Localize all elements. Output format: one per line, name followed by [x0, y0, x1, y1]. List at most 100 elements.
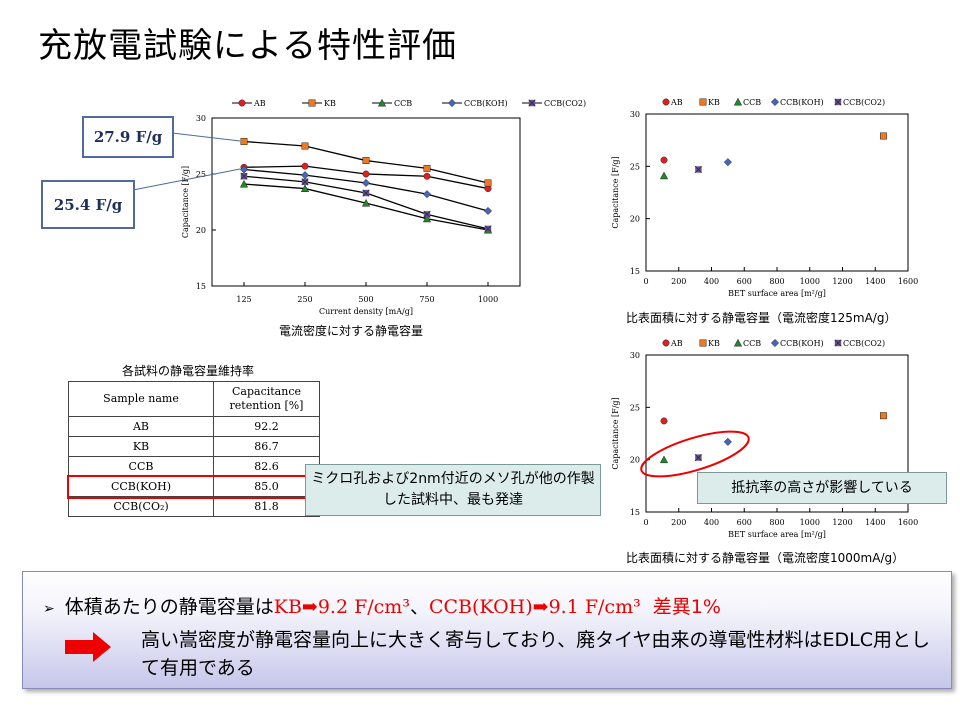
y-axis-label: Capacitance [F/g]: [611, 397, 620, 469]
summary-koh: CCB(KOH)➡9.1 F/cm³: [428, 596, 641, 618]
x-tick-label: 750: [419, 295, 434, 304]
x-tick-label: 0: [643, 277, 648, 286]
data-point: [301, 142, 309, 150]
line-chart: 15 20 25 30 125 250 500 750 1000 Current density …: [181, 98, 586, 316]
data-point: [301, 162, 309, 170]
data-point: [723, 437, 732, 446]
data-point-x: [694, 454, 702, 462]
legend-label: CCB(KOH): [780, 98, 824, 107]
y-tick-label: 25: [630, 403, 640, 412]
table-title: 各試料の静電容量維持率: [122, 364, 255, 378]
data-point: [423, 210, 431, 218]
legend-marker: [834, 339, 842, 347]
table-row: AB 92.2: [68, 416, 320, 437]
data-point-x: [301, 178, 309, 186]
red-arrow-icon: [65, 632, 111, 662]
summary-conclusion: 高い嵩密度が静電容量向上に大きく寄与しており、廃タイヤ由来の導電性材料はEDLC…: [141, 629, 931, 679]
legend-marker-x: [834, 339, 842, 347]
x-tick-label: 800: [769, 277, 784, 286]
data-point: [240, 172, 248, 180]
retention-table: Sample name Capacitance retention [%] AB…: [68, 381, 320, 517]
data-point-x: [484, 225, 492, 233]
legend-label: KB: [324, 99, 336, 108]
legend-label: CCB(CO2): [843, 98, 885, 107]
scatter-chart-125-caption: 比表面積に対する静電容量（電流密度125mA/g）: [626, 311, 897, 325]
x-tick-label: 1400: [865, 277, 885, 286]
header-sample-name: Sample name: [68, 381, 214, 417]
summary-panel: ➢ 体積あたりの静電容量はKB➡9.2 F/cm³、CCB(KOH)➡9.1 F/…: [22, 571, 952, 689]
data-point: [422, 214, 432, 223]
legend-marker: [662, 98, 670, 106]
data-point-x: [694, 165, 702, 174]
table-row: CCB 82.6: [68, 456, 320, 477]
bullet-arrow-icon: ➢: [43, 601, 55, 617]
data-point: [484, 225, 492, 233]
data-point: [362, 189, 370, 197]
scatter-chart-1000: 15 20 25 30 0 200 400 600 800 1000 1200 1400 1600 BET…: [611, 338, 918, 539]
x-tick-label: 1000: [800, 518, 820, 527]
legend-label: CCB: [743, 98, 761, 107]
data-point: [484, 179, 492, 187]
x-tick-label: 1200: [832, 277, 852, 286]
legend-marker-x: [528, 99, 536, 107]
data-point: [659, 171, 669, 180]
x-tick-label: 125: [236, 295, 251, 304]
legend-marker: [377, 98, 387, 107]
legend-label: CCB(CO2): [843, 339, 885, 348]
data-point: [423, 164, 431, 172]
data-point: [879, 132, 887, 140]
legend-marker: [662, 339, 670, 347]
x-tick-label: 1000: [478, 295, 498, 304]
header-retention: Capacitance retention [%]: [213, 381, 320, 417]
legend-label: KB: [708, 339, 720, 348]
legend-marker: [308, 99, 316, 107]
legend-label: CCB(KOH): [780, 339, 824, 348]
legend-marker: [699, 98, 707, 106]
legend-marker: [238, 99, 246, 107]
y-tick-label: 15: [630, 508, 640, 517]
data-point: [659, 455, 669, 464]
data-point: [361, 198, 371, 207]
y-tick-label: 20: [630, 456, 640, 465]
legend-marker: [447, 98, 457, 108]
y-tick-label: 25: [196, 170, 206, 179]
legend-marker: [733, 97, 743, 106]
x-axis-label: BET surface area [m²/g]: [728, 530, 826, 539]
scatter-chart-1000-caption: 比表面積に対する静電容量（電流密度1000mA/g）: [626, 551, 905, 565]
data-point-x: [240, 172, 248, 180]
legend-label: AB: [253, 99, 266, 108]
resistance-note: 抵抗率の高さが影響している: [697, 472, 947, 504]
data-point: [879, 412, 887, 420]
x-tick-label: 600: [737, 518, 752, 527]
y-axis-label: Capacitance [F/g]: [181, 166, 190, 238]
table-row: CCB(CO₂) 81.8: [68, 496, 320, 517]
legend-marker: [770, 338, 780, 348]
header-retention-line2: retention [%]: [229, 399, 304, 412]
x-tick-label: 1000: [800, 277, 820, 286]
legend-label: CCB(CO2): [544, 99, 586, 108]
x-tick-label: 0: [643, 518, 648, 527]
x-tick-label: 800: [769, 518, 784, 527]
data-point: [660, 417, 668, 425]
legend-label: CCB: [394, 99, 412, 108]
data-point: [361, 178, 371, 188]
legend-label: KB: [708, 98, 720, 107]
line-chart-caption: 電流密度に対する静電容量: [279, 324, 424, 338]
scatter-chart-125: 15 20 25 30 0 200 400 600 800 1000 1200 1400 1600 BET…: [611, 97, 918, 298]
y-tick-label: 15: [196, 282, 206, 291]
data-point-x: [423, 210, 431, 218]
series-ccbco2: [240, 172, 492, 233]
table-header-row: Sample name Capacitance retention [%]: [68, 381, 320, 417]
mesopore-note: ミクロ孔および2nm付近のメソ孔が他の作製した試料中、最も発達: [305, 464, 601, 516]
data-point: [301, 178, 309, 186]
summary-line: ➢ 体積あたりの静電容量はKB➡9.2 F/cm³、CCB(KOH)➡9.1 F/…: [43, 592, 721, 619]
legend-label: CCB(KOH): [464, 99, 508, 108]
summary-diff: 差異1%: [652, 596, 721, 618]
data-point: [694, 165, 702, 174]
x-tick-label: 200: [671, 518, 686, 527]
legend-label: AB: [670, 339, 683, 348]
legend-marker: [528, 99, 536, 107]
series-kb: [240, 138, 492, 187]
data-point-x: [362, 189, 370, 197]
